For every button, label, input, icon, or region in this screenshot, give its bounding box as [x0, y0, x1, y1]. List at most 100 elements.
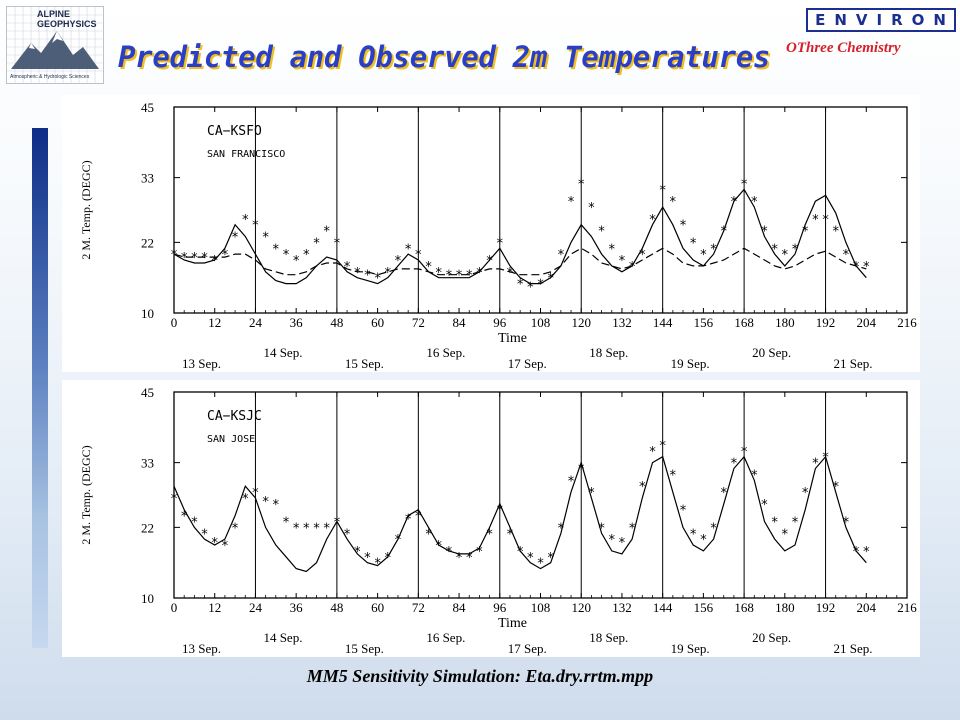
observed-point-marker: *	[272, 242, 280, 257]
date-label: 15 Sep.	[345, 356, 384, 371]
x-tick-label: 132	[612, 315, 632, 330]
y-tick-label: 10	[141, 591, 154, 606]
observed-point-marker: *	[669, 468, 677, 483]
observed-point-marker: *	[496, 236, 504, 251]
y-tick-label: 45	[141, 385, 154, 400]
decorative-gradient-bar	[32, 128, 48, 648]
x-tick-label: 0	[171, 600, 178, 615]
observed-point-marker: *	[445, 269, 453, 284]
x-tick-label: 192	[816, 315, 836, 330]
observed-point-marker: *	[455, 551, 463, 566]
observed-point-marker: *	[435, 539, 443, 554]
observed-point-marker: *	[313, 236, 321, 251]
observed-point-marker: *	[394, 254, 402, 269]
observed-point-marker: *	[476, 545, 484, 560]
logo-text-alpine: ALPINE	[37, 9, 70, 19]
observed-point-marker: *	[659, 439, 667, 454]
observed-point-marker: *	[404, 242, 412, 257]
observed-point-marker: *	[689, 527, 697, 542]
observed-point-marker: *	[832, 225, 840, 240]
observed-point-marker: *	[313, 521, 321, 536]
x-tick-label: 96	[493, 315, 507, 330]
y-tick-label: 10	[141, 306, 154, 321]
observed-point-marker: *	[465, 551, 473, 566]
observed-point-marker: *	[343, 527, 351, 542]
observed-point-marker: *	[190, 515, 198, 530]
observed-point-marker: *	[170, 248, 178, 263]
y-tick-label: 22	[141, 520, 154, 535]
observed-point-marker: *	[425, 260, 433, 275]
observed-point-marker: *	[353, 266, 361, 281]
observed-point-marker: *	[720, 225, 728, 240]
observed-point-marker: *	[364, 551, 372, 566]
x-tick-label: 72	[412, 315, 425, 330]
x-tick-label: 84	[453, 315, 467, 330]
observed-point-marker: *	[241, 213, 249, 228]
observed-point-marker: *	[231, 230, 239, 245]
observed-point-marker: *	[190, 251, 198, 266]
observed-point-marker: *	[649, 213, 657, 228]
observed-point-marker: *	[252, 219, 260, 234]
observed-point-marker: *	[791, 515, 799, 530]
observed-point-marker: *	[425, 527, 433, 542]
observed-point-marker: *	[506, 266, 514, 281]
observed-point-marker: *	[211, 536, 219, 551]
observed-point-marker: *	[557, 248, 565, 263]
observed-point-marker: *	[241, 492, 249, 507]
observed-point-marker: *	[628, 260, 636, 275]
x-tick-label: 72	[412, 600, 425, 615]
date-label: 17 Sep.	[508, 641, 547, 656]
observed-point-marker: *	[201, 251, 209, 266]
x-tick-label: 144	[653, 600, 673, 615]
observed-point-marker: *	[180, 251, 188, 266]
observed-point-marker: *	[333, 236, 341, 251]
observed-point-marker: *	[608, 533, 616, 548]
y-axis-label: 2 M. Temp. (DEGC)	[79, 160, 93, 259]
observed-point-marker: *	[852, 260, 860, 275]
observed-point-marker: *	[323, 521, 331, 536]
date-label: 16 Sep.	[426, 345, 465, 360]
observed-point-marker: *	[394, 533, 402, 548]
observed-point-marker: *	[852, 545, 860, 560]
observed-point-marker: *	[435, 266, 443, 281]
x-tick-label: 60	[371, 600, 384, 615]
observed-point-marker: *	[526, 281, 534, 296]
x-tick-label: 24	[249, 600, 263, 615]
observed-point-marker: *	[822, 451, 830, 466]
x-tick-label: 36	[290, 315, 304, 330]
observed-point-marker: *	[842, 248, 850, 263]
observed-point-marker: *	[587, 201, 595, 216]
observed-point-marker: *	[557, 521, 565, 536]
observed-point-marker: *	[862, 545, 870, 560]
date-label: 20 Sep.	[752, 345, 791, 360]
observed-point-marker: *	[526, 551, 534, 566]
observed-point-marker: *	[801, 225, 809, 240]
x-tick-label: 132	[612, 600, 632, 615]
observed-point-marker: *	[486, 254, 494, 269]
observed-point-marker: *	[811, 213, 819, 228]
observed-point-marker: *	[221, 248, 229, 263]
logo-tagline: Atmospheric & Hydrologic Sciences	[10, 74, 90, 80]
observed-point-marker: *	[689, 236, 697, 251]
date-label: 19 Sep.	[671, 356, 710, 371]
x-tick-label: 0	[171, 315, 178, 330]
x-tick-label: 48	[330, 315, 343, 330]
x-tick-label: 96	[493, 600, 507, 615]
x-tick-label: 24	[249, 315, 263, 330]
observed-point-marker: *	[720, 486, 728, 501]
date-label: 16 Sep.	[426, 630, 465, 645]
date-label: 21 Sep.	[834, 356, 873, 371]
observed-point-marker: *	[618, 536, 626, 551]
observed-point-marker: *	[201, 527, 209, 542]
date-label: 21 Sep.	[834, 641, 873, 656]
observed-point-marker: *	[811, 457, 819, 472]
observed-point-marker: *	[272, 498, 280, 513]
observed-point-marker: *	[659, 183, 667, 198]
observed-point-marker: *	[445, 545, 453, 560]
x-tick-label: 180	[775, 600, 795, 615]
observed-point-marker: *	[781, 248, 789, 263]
x-tick-label: 156	[694, 600, 714, 615]
observed-point-marker: *	[771, 515, 779, 530]
observed-point-marker: *	[608, 242, 616, 257]
x-tick-label: 12	[208, 600, 221, 615]
